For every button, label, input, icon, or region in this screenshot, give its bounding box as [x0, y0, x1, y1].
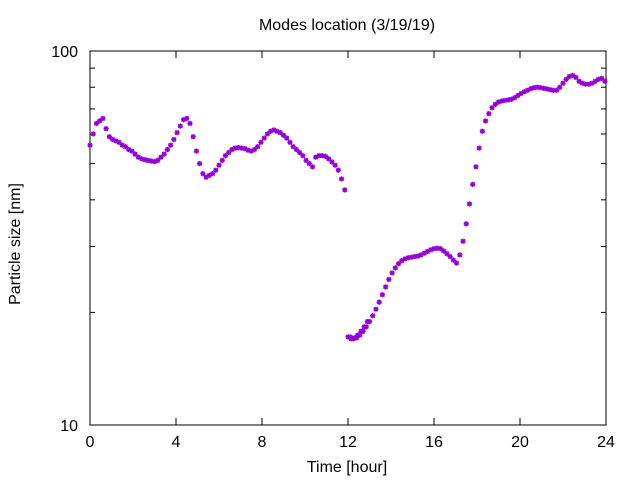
data-point	[174, 130, 180, 136]
data-point	[366, 319, 373, 325]
data-point	[213, 167, 219, 173]
data-point	[100, 115, 106, 122]
data-point	[489, 105, 495, 111]
data-point	[363, 324, 369, 330]
data-point	[332, 162, 338, 168]
data-point	[515, 92, 521, 99]
data-point	[258, 139, 264, 145]
x-tick-label: 24	[597, 434, 615, 451]
data-point	[193, 148, 200, 154]
data-point	[197, 160, 203, 167]
x-tick-label: 16	[425, 434, 443, 451]
data-point	[379, 292, 385, 298]
data-point	[463, 221, 469, 227]
data-point	[261, 135, 267, 141]
data-point	[219, 157, 225, 163]
data-point	[90, 131, 96, 137]
data-point	[164, 146, 170, 153]
data-point	[155, 157, 161, 163]
data-point	[216, 162, 222, 168]
data-point	[184, 115, 190, 122]
data-point	[168, 142, 174, 148]
data-point	[470, 181, 476, 187]
y-tick-label: 10	[60, 418, 78, 435]
data-point	[357, 332, 363, 338]
data-point	[338, 176, 345, 182]
data-point	[284, 135, 290, 141]
data-points	[87, 72, 608, 342]
data-point	[97, 118, 103, 124]
data-point	[306, 160, 312, 167]
data-point	[335, 167, 341, 173]
data-point	[573, 74, 579, 80]
data-point	[309, 164, 316, 170]
data-point	[370, 313, 376, 319]
plot-frame	[89, 50, 607, 426]
y-tick-label: 100	[51, 44, 78, 61]
data-point	[171, 136, 177, 143]
data-point	[209, 171, 216, 177]
x-tick-label: 20	[511, 434, 529, 451]
data-point	[177, 123, 183, 129]
data-point	[486, 111, 492, 117]
data-point	[200, 171, 206, 177]
data-point	[447, 254, 453, 260]
data-point	[602, 78, 608, 84]
data-point	[255, 144, 261, 150]
data-point	[187, 120, 193, 127]
data-point	[383, 284, 389, 290]
data-point	[460, 238, 466, 244]
x-tick-label: 12	[339, 434, 357, 451]
data-point	[386, 276, 392, 283]
data-point	[287, 139, 293, 145]
data-point	[560, 80, 566, 86]
x-tick-label: 0	[86, 434, 95, 451]
data-point	[300, 153, 306, 159]
data-point	[329, 159, 335, 165]
data-point	[483, 118, 489, 124]
y-axis-label: Particle size [nm]	[7, 183, 24, 305]
data-point	[453, 260, 460, 266]
data-point	[190, 134, 196, 140]
data-point	[476, 145, 482, 151]
data-point	[392, 265, 398, 271]
data-point	[376, 299, 382, 305]
data-point	[466, 201, 473, 207]
data-point	[342, 187, 348, 193]
data-point	[389, 270, 395, 276]
plot-border	[89, 50, 607, 426]
x-axis: 0 4 8 12 16 20 24	[86, 51, 615, 451]
data-point	[103, 126, 109, 132]
x-tick-label: 8	[258, 434, 267, 451]
data-point	[457, 252, 463, 258]
data-point	[322, 153, 329, 159]
x-tick-label: 4	[172, 434, 181, 451]
chart-title: Modes location (3/19/19)	[259, 17, 435, 34]
data-point	[557, 84, 563, 90]
data-point	[161, 151, 167, 157]
data-point	[479, 128, 485, 134]
data-point	[373, 306, 379, 312]
y-axis: 10 100	[51, 44, 606, 435]
data-point	[87, 142, 93, 148]
data-point	[473, 164, 479, 170]
data-point	[360, 328, 366, 334]
x-axis-label: Time [hour]	[307, 459, 387, 476]
